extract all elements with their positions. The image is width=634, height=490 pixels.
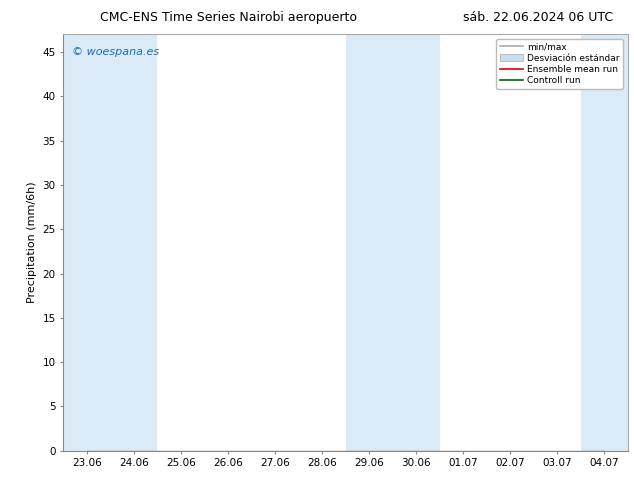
Text: sáb. 22.06.2024 06 UTC: sáb. 22.06.2024 06 UTC bbox=[463, 11, 613, 24]
Text: © woespana.es: © woespana.es bbox=[72, 47, 159, 57]
Y-axis label: Precipitation (mm/6h): Precipitation (mm/6h) bbox=[27, 182, 37, 303]
Bar bbox=[110, 34, 157, 451]
Legend: min/max, Desviación estándar, Ensemble mean run, Controll run: min/max, Desviación estándar, Ensemble m… bbox=[496, 39, 623, 89]
Bar bbox=[581, 34, 628, 451]
Bar bbox=[392, 34, 439, 451]
Bar bbox=[346, 34, 392, 451]
Text: CMC-ENS Time Series Nairobi aeropuerto: CMC-ENS Time Series Nairobi aeropuerto bbox=[100, 11, 357, 24]
Bar bbox=[63, 34, 110, 451]
